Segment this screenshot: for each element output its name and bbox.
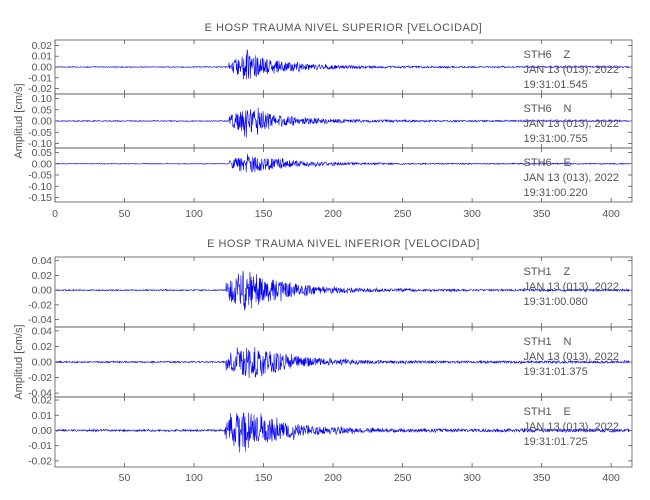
chart-title: E HOSP TRAUMA NIVEL INFERIOR [VELOCIDAD] xyxy=(207,238,480,250)
y-tick-label: -0.01 xyxy=(28,440,52,452)
y-tick-label: 0.00 xyxy=(32,425,53,437)
station-code: STH6 xyxy=(524,49,552,61)
x-tick-label: 300 xyxy=(463,472,481,484)
station-code: STH6 xyxy=(524,103,552,115)
y-tick-label: -0.10 xyxy=(28,181,52,193)
y-tick-label: -0.02 xyxy=(28,372,52,384)
station-code: STH6 xyxy=(524,157,552,169)
x-tick-label: 50 xyxy=(119,472,131,484)
start-time: 19:31:01.375 xyxy=(524,366,588,378)
record-date: JAN 13 (013), 2022 xyxy=(524,351,619,363)
x-tick-label: 400 xyxy=(602,208,620,220)
station-info: STH6 E JAN 13 (013), 2022 19:31:00.220 xyxy=(524,157,619,199)
panel-sth1-e: 0.02 0.01 0.00 -0.01 -0.02 STH1 E JAN 13 (013),… xyxy=(28,395,633,468)
panel-sth6-n: 0.100.050.00-0.05-0.10 STH6 N JAN 13 (013),… xyxy=(28,93,633,150)
waveform-trace xyxy=(56,270,630,311)
y-tick-label: 0.02 xyxy=(32,270,53,282)
y-tick-label: 0.04 xyxy=(32,325,53,337)
y-tick-label: 0.01 xyxy=(32,51,53,63)
x-tick-label: 250 xyxy=(394,472,412,484)
x-tick-label: 300 xyxy=(463,208,481,220)
start-time: 19:31:01.725 xyxy=(524,436,588,448)
record-date: JAN 13 (013), 2022 xyxy=(524,172,619,184)
station-code: STH1 xyxy=(524,266,552,278)
y-tick-label: -0.05 xyxy=(28,170,52,182)
chart-title: E HOSP TRAUMA NIVEL SUPERIOR [VELOCIDAD] xyxy=(205,22,483,34)
component-label: Z xyxy=(564,266,571,278)
start-time: 19:31:01.545 xyxy=(524,79,588,91)
x-tick-label: 350 xyxy=(533,208,551,220)
component-label: Z xyxy=(564,49,571,61)
x-tick-label: 200 xyxy=(324,472,342,484)
waveform-trace xyxy=(56,49,630,80)
station-info: STH1 Z JAN 13 (013), 2022 19:31:00.080 xyxy=(524,266,619,308)
chart-superior: E HOSP TRAUMA NIVEL SUPERIOR [VELOCIDAD]… xyxy=(13,22,633,220)
station-info: STH1 N JAN 13 (013), 2022 19:31:01.375 xyxy=(524,336,619,378)
component-label: E xyxy=(564,157,571,169)
start-time: 19:31:00.755 xyxy=(524,133,588,145)
start-time: 19:31:00.220 xyxy=(524,187,588,199)
station-info: STH1 E JAN 13 (013), 2022 19:31:01.725 xyxy=(524,406,619,448)
record-date: JAN 13 (013), 2022 xyxy=(524,118,619,130)
y-tick-label: 0.04 xyxy=(32,255,53,267)
x-tick-label: 400 xyxy=(602,472,620,484)
station-code: STH1 xyxy=(524,336,552,348)
y-tick-label: 0.00 xyxy=(32,285,53,297)
y-tick-label: 0.00 xyxy=(32,116,53,128)
y-tick-label: -0.02 xyxy=(28,83,52,95)
component-label: E xyxy=(564,406,571,418)
record-date: JAN 13 (013), 2022 xyxy=(524,281,619,293)
x-tick-label: 50 xyxy=(119,208,131,220)
y-tick-label: 0.02 xyxy=(32,40,53,52)
y-tick-label: 0.05 xyxy=(32,104,53,116)
station-info: STH6 Z JAN 13 (013), 2022 19:31:01.545 xyxy=(524,49,619,91)
y-tick-label: 0.00 xyxy=(32,357,53,369)
waveform-trace xyxy=(56,347,630,379)
station-code: STH1 xyxy=(524,406,552,418)
y-tick-label: 0.10 xyxy=(32,93,53,105)
station-info: STH6 N JAN 13 (013), 2022 19:31:00.755 xyxy=(524,103,619,145)
panel-sth1-z: 0.04 0.02 0.00 -0.02 -0.04 STH1 Z JAN 13 (013),… xyxy=(28,255,633,328)
y-tick-label: 0.01 xyxy=(32,410,53,422)
y-tick-label: 0.05 xyxy=(32,147,53,159)
y-tick-label: -0.04 xyxy=(28,388,52,400)
x-tick-label: 0 xyxy=(52,208,58,220)
y-tick-label: 0.02 xyxy=(32,341,53,353)
panel-frame xyxy=(54,396,633,468)
record-date: JAN 13 (013), 2022 xyxy=(524,64,619,76)
y-tick-label: -0.02 xyxy=(28,299,52,311)
y-tick-label: -0.04 xyxy=(28,314,52,326)
panel-sth1-n: 0.04 0.02 0.00 -0.02 -0.04 STH1 N JAN 13 (013),… xyxy=(28,325,633,400)
waveform-trace xyxy=(56,153,630,173)
component-label: N xyxy=(564,103,572,115)
component-label: N xyxy=(564,336,572,348)
record-date: JAN 13 (013), 2022 xyxy=(524,421,619,433)
y-tick-label: -0.05 xyxy=(28,127,52,139)
x-tick-label: 150 xyxy=(255,472,273,484)
panel-sth6-z: 0.020.010.00-0.01-0.02 STH6 Z JAN 13 (013),… xyxy=(28,39,633,95)
x-tick-label: 100 xyxy=(185,472,203,484)
waveform-trace xyxy=(56,411,630,453)
y-tick-label: -0.02 xyxy=(28,455,52,467)
y-tick-label: 0.00 xyxy=(32,158,53,170)
y-tick-label: -0.01 xyxy=(28,72,52,84)
chart-inferior: E HOSP TRAUMA NIVEL INFERIOR [VELOCIDAD]… xyxy=(13,238,633,484)
waveform-trace xyxy=(56,107,630,138)
y-tick-label: 0.02 xyxy=(32,395,53,407)
x-tick-label: 350 xyxy=(533,472,551,484)
y-tick-label: 0.00 xyxy=(32,62,53,74)
x-tick-label: 250 xyxy=(394,208,412,220)
x-tick-label: 150 xyxy=(255,208,273,220)
y-axis-label: Amplitud [cm/s] xyxy=(13,324,25,399)
panel-sth6-e: 0.050.00-0.05-0.10-0.15 STH6 E JAN 13 (013)… xyxy=(28,147,633,204)
start-time: 19:31:00.080 xyxy=(524,296,588,308)
x-tick-label: 100 xyxy=(185,208,203,220)
y-tick-label: -0.10 xyxy=(28,138,52,150)
y-axis-label: Amplitud [cm/s] xyxy=(13,83,25,158)
y-tick-label: -0.15 xyxy=(28,192,52,204)
x-tick-label: 200 xyxy=(324,208,342,220)
